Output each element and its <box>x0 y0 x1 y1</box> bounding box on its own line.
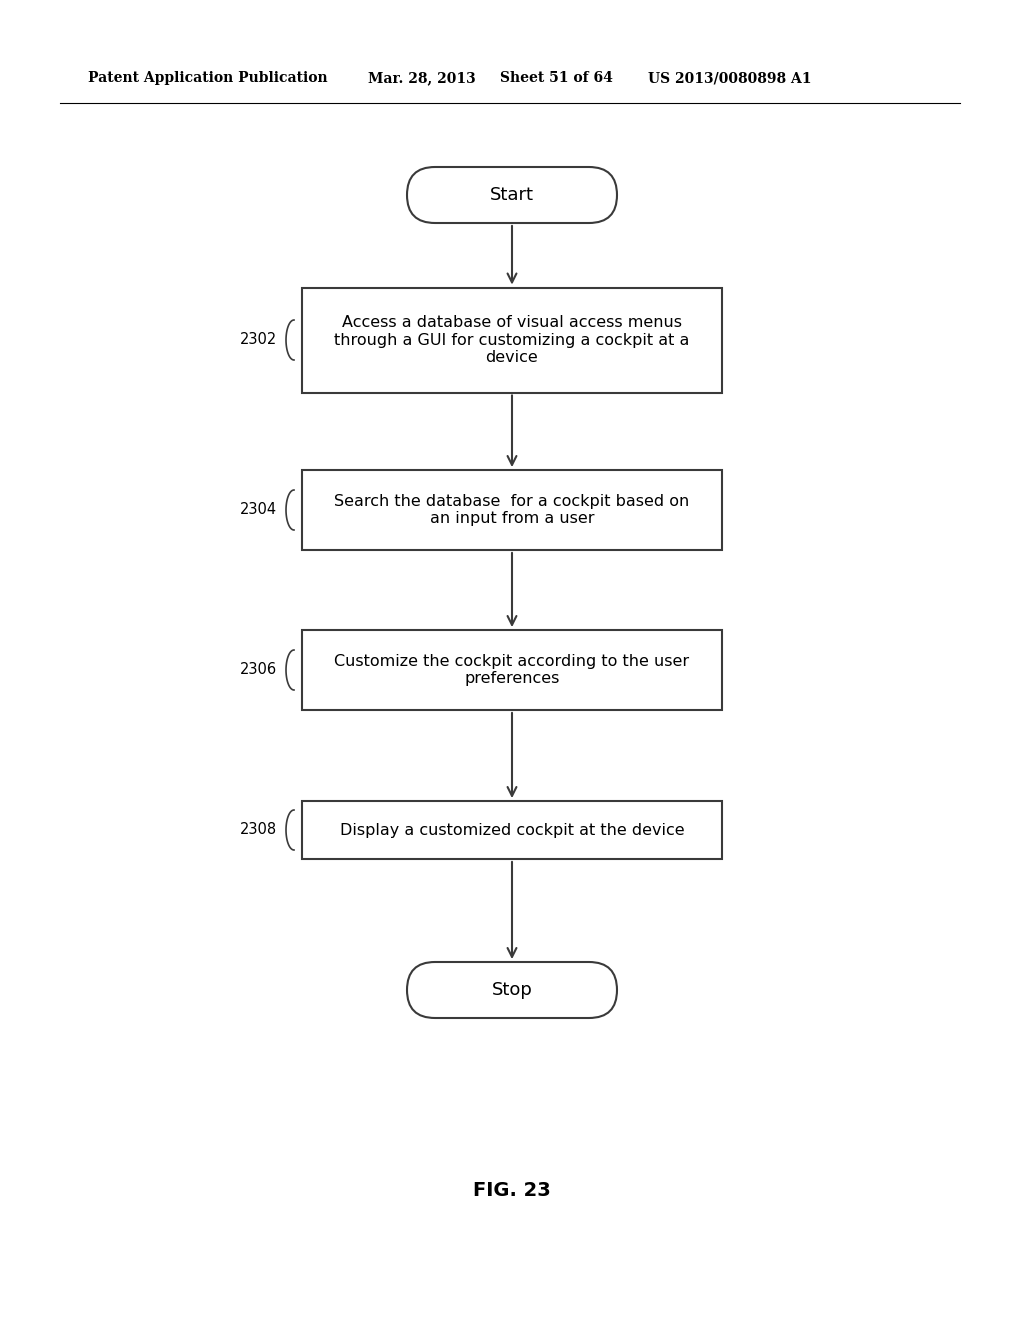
Text: FIG. 23: FIG. 23 <box>473 1180 551 1200</box>
FancyBboxPatch shape <box>302 801 722 859</box>
Text: 2306: 2306 <box>240 663 278 677</box>
Text: Search the database  for a cockpit based on
an input from a user: Search the database for a cockpit based … <box>335 494 689 527</box>
FancyBboxPatch shape <box>302 630 722 710</box>
Text: Customize the cockpit according to the user
preferences: Customize the cockpit according to the u… <box>335 653 689 686</box>
Text: 2304: 2304 <box>240 503 278 517</box>
Text: Mar. 28, 2013: Mar. 28, 2013 <box>368 71 476 84</box>
FancyBboxPatch shape <box>302 470 722 550</box>
FancyBboxPatch shape <box>407 962 617 1018</box>
Text: 2302: 2302 <box>240 333 278 347</box>
Text: US 2013/0080898 A1: US 2013/0080898 A1 <box>648 71 811 84</box>
Text: Sheet 51 of 64: Sheet 51 of 64 <box>500 71 613 84</box>
Text: Stop: Stop <box>492 981 532 999</box>
FancyBboxPatch shape <box>302 288 722 392</box>
Text: Start: Start <box>490 186 534 205</box>
Text: 2308: 2308 <box>240 822 278 837</box>
Text: Patent Application Publication: Patent Application Publication <box>88 71 328 84</box>
Text: Access a database of visual access menus
through a GUI for customizing a cockpit: Access a database of visual access menus… <box>334 315 690 364</box>
Text: Display a customized cockpit at the device: Display a customized cockpit at the devi… <box>340 822 684 837</box>
FancyBboxPatch shape <box>407 168 617 223</box>
